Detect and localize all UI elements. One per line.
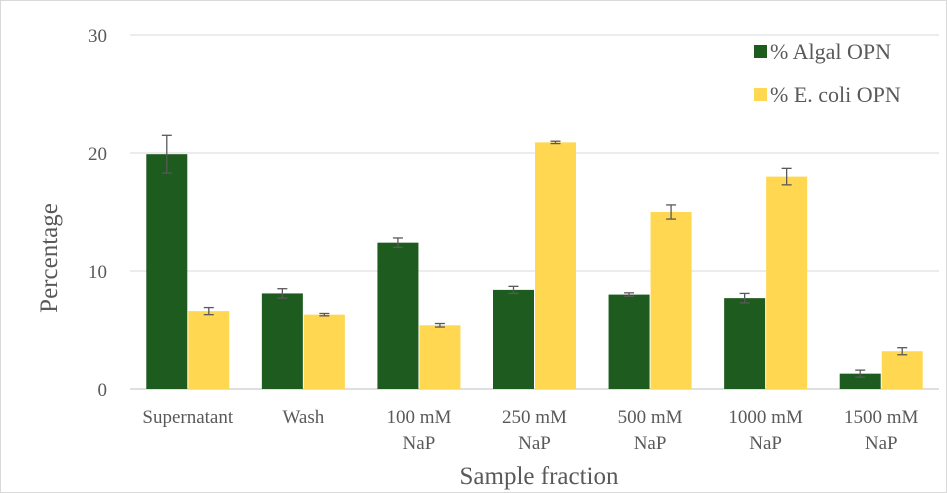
error-bar (161, 134, 172, 174)
bar (261, 293, 303, 389)
error-bar (855, 369, 866, 378)
y-tick-label: 30 (88, 26, 107, 47)
y-tick-label: 0 (98, 380, 108, 401)
bar (724, 298, 766, 389)
error-bar (277, 288, 288, 299)
bar (881, 351, 923, 389)
error-bar (434, 322, 445, 328)
error-bar (550, 140, 561, 145)
error-bar (508, 285, 519, 295)
legend-swatch (754, 88, 767, 101)
bar (493, 289, 534, 389)
error-bar (897, 347, 908, 356)
x-tick-label: Supernatant (142, 407, 233, 428)
x-tick-label-line: NaP (518, 433, 551, 454)
x-tick-label-line: NaP (865, 433, 898, 454)
x-tick-label-line: 250 mM (502, 407, 567, 428)
bar (839, 373, 881, 389)
y-tick-label: 20 (88, 144, 107, 165)
legend-label: % E. coli OPN (770, 82, 901, 107)
legend-swatch (754, 45, 767, 58)
y-tick-label: 10 (88, 262, 107, 283)
error-bar (739, 292, 750, 304)
x-tick-label-line: 500 mM (618, 407, 683, 428)
y-axis-ticks: 0 10 20 30 (88, 26, 107, 401)
error-bar (319, 312, 330, 317)
x-tick-label: 1000 mM NaP (728, 407, 803, 454)
bar (377, 242, 419, 389)
x-tick-label: Wash (282, 407, 324, 428)
x-axis-categories: Supernatant Wash 100 mM NaP 250 mM NaP 500 mM N… (142, 407, 918, 454)
x-tick-label-line: 1000 mM (728, 407, 803, 428)
bar (303, 314, 345, 389)
bar (146, 154, 188, 389)
bar (608, 294, 650, 389)
x-tick-label: 100 mM NaP (386, 407, 451, 454)
error-bar (392, 237, 403, 249)
y-axis-title: Percentage (36, 203, 63, 313)
bar (650, 212, 692, 389)
error-bars (161, 134, 908, 378)
legend-item: % Algal OPN (754, 39, 891, 64)
bar (188, 311, 230, 389)
x-tick-label-line: 100 mM (386, 407, 451, 428)
legend-item: % E. coli OPN (754, 82, 901, 107)
error-bar (203, 306, 214, 316)
error-bar (624, 292, 635, 298)
error-bar (781, 167, 792, 186)
x-tick-label-line: Supernatant (142, 407, 233, 428)
x-tick-label-line: Wash (282, 407, 324, 428)
legend-label: % Algal OPN (770, 39, 891, 64)
bar (766, 176, 808, 389)
bar (535, 142, 576, 389)
bar (419, 325, 461, 389)
legend: % Algal OPN % E. coli OPN (754, 39, 901, 107)
error-bar (666, 204, 677, 220)
x-tick-label-line: NaP (403, 433, 436, 454)
x-axis-title: Sample fraction (460, 463, 619, 490)
x-tick-label: 1500 mM NaP (844, 407, 919, 454)
x-tick-label-line: NaP (749, 433, 782, 454)
x-tick-label: 500 mM NaP (618, 407, 683, 454)
x-tick-label-line: 1500 mM (844, 407, 919, 428)
x-tick-label-line: NaP (634, 433, 667, 454)
bars (146, 142, 923, 389)
x-tick-label: 250 mM NaP (502, 407, 567, 454)
